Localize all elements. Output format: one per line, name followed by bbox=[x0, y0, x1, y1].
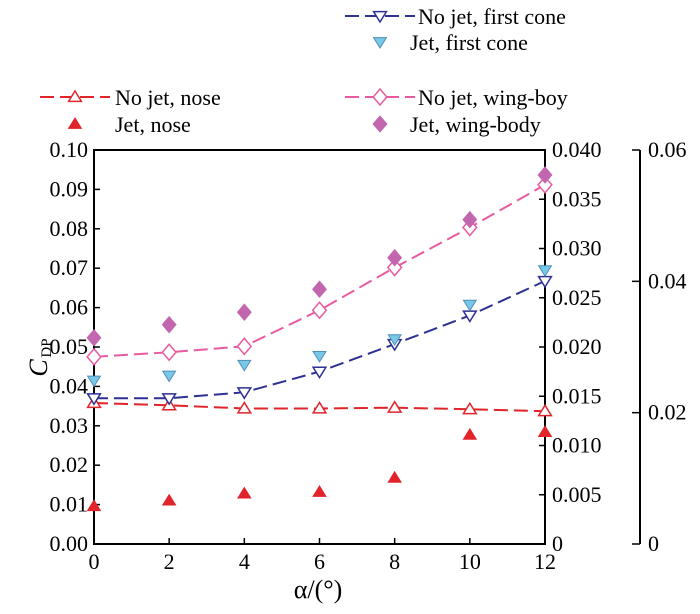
data-point-jet_wing bbox=[161, 315, 177, 334]
data-point-jet_wing bbox=[236, 303, 252, 321]
data-point-jet_cone bbox=[86, 375, 102, 388]
left-tick-label: 0.02 bbox=[50, 452, 89, 477]
right1-tick-label: 0 bbox=[552, 531, 563, 556]
left-tick-label: 0.09 bbox=[50, 176, 89, 201]
left-tick-label: 0.10 bbox=[50, 137, 89, 162]
right1-tick-label: 0.035 bbox=[552, 186, 602, 211]
data-point-nojet_cone bbox=[86, 393, 102, 406]
series-line-nojet_cone bbox=[94, 280, 546, 400]
left-tick-label: 0.07 bbox=[50, 255, 89, 280]
data-point-nojet_wing bbox=[386, 258, 403, 277]
data-point-jet_wing bbox=[312, 280, 327, 298]
data-point-jet_nose bbox=[86, 499, 102, 512]
data-point-nojet_nose bbox=[236, 401, 253, 414]
data-point-jet_cone bbox=[537, 265, 553, 278]
legend-item-nojet_wing: No jet, wing-boy bbox=[345, 85, 568, 110]
data-point-jet_cone bbox=[237, 359, 252, 372]
x-tick-label: 10 bbox=[459, 549, 481, 574]
legend-item-jet_wing: Jet, wing-body bbox=[372, 112, 541, 137]
data-point-jet_cone bbox=[462, 299, 478, 312]
legend-marker bbox=[372, 115, 388, 133]
series-markers bbox=[86, 166, 553, 512]
data-point-nojet_wing bbox=[86, 347, 102, 367]
left-tick-label: 0.08 bbox=[50, 216, 89, 241]
legend-marker bbox=[372, 87, 388, 107]
data-point-jet_nose bbox=[312, 485, 327, 497]
data-point-nojet_wing bbox=[311, 301, 328, 320]
data-point-nojet_cone bbox=[537, 275, 553, 289]
left-tick-label: 0.00 bbox=[50, 531, 89, 556]
legend-label: No jet, wing-boy bbox=[418, 85, 568, 110]
y-axis-title-subscript: DP bbox=[39, 338, 55, 357]
data-point-nojet_wing bbox=[161, 343, 177, 362]
data-point-jet_cone bbox=[312, 350, 327, 363]
plot-frame bbox=[93, 149, 546, 545]
legend-label: No jet, nose bbox=[115, 85, 221, 110]
axis-titles: C DP α/(°) bbox=[24, 338, 342, 604]
legend-label: Jet, wing-body bbox=[410, 112, 541, 137]
legend-label: Jet, nose bbox=[115, 112, 191, 137]
data-point-jet_nose bbox=[537, 425, 553, 438]
data-point-jet_wing bbox=[537, 166, 553, 184]
right2-tick-label: 0.04 bbox=[648, 268, 687, 293]
right1-tick-label: 0.010 bbox=[552, 433, 602, 458]
data-point-jet_nose bbox=[462, 427, 478, 440]
right1-tick-label: 0.015 bbox=[552, 383, 602, 408]
right2-tick-label: 0.02 bbox=[648, 400, 687, 425]
data-point-nojet_nose bbox=[386, 400, 403, 413]
legend-marker bbox=[372, 10, 388, 24]
data-point-nojet_cone bbox=[311, 366, 328, 380]
left-tick-label: 0.06 bbox=[50, 295, 89, 320]
right2-tick-label: 0.06 bbox=[648, 137, 687, 162]
left-tick-label: 0.03 bbox=[50, 413, 89, 438]
x-tick-label: 12 bbox=[534, 549, 556, 574]
series-line-nojet_wing bbox=[93, 183, 546, 358]
x-tick-label: 8 bbox=[389, 549, 400, 574]
data-point-nojet_nose bbox=[537, 403, 553, 417]
data-point-jet_nose bbox=[387, 470, 402, 483]
legend-marker bbox=[372, 37, 388, 49]
data-point-jet_cone bbox=[161, 370, 177, 383]
right1-tick-label: 0.020 bbox=[552, 334, 602, 359]
data-point-nojet_cone bbox=[236, 387, 253, 400]
x-tick-label: 0 bbox=[89, 549, 100, 574]
data-point-jet_wing bbox=[462, 210, 478, 229]
data-point-nojet_cone bbox=[161, 393, 177, 406]
data-point-jet_nose bbox=[237, 486, 252, 499]
x-tick-label: 6 bbox=[314, 549, 325, 574]
left-tick-label: 0.05 bbox=[50, 334, 89, 359]
right1-tick-label: 0.025 bbox=[552, 285, 602, 310]
data-point-nojet_nose bbox=[462, 401, 478, 415]
data-point-jet_wing bbox=[387, 248, 403, 267]
data-point-nojet_nose bbox=[311, 401, 328, 414]
x-axis-title: α/(°) bbox=[294, 575, 343, 604]
data-point-jet_cone bbox=[387, 334, 402, 347]
legend-item-nojet_nose: No jet, nose bbox=[40, 85, 221, 110]
data-point-nojet_wing bbox=[537, 175, 553, 194]
legend-label: Jet, first cone bbox=[410, 30, 528, 55]
data-point-nojet_wing bbox=[236, 337, 253, 356]
y-axis-title: C bbox=[24, 359, 53, 377]
right1-tick-label: 0.005 bbox=[552, 482, 602, 507]
right2-tick-label: 0 bbox=[648, 531, 659, 556]
axes: 0.00 0.01 0.02 0.03 0.04 0.05 0.06 0.07 0.08 0.09… bbox=[50, 137, 687, 574]
right1-tick-label: 0.030 bbox=[552, 236, 602, 261]
left-tick-label: 0.01 bbox=[50, 492, 89, 517]
left-tick-label: 0.04 bbox=[50, 373, 89, 398]
x-tick-label: 4 bbox=[239, 549, 250, 574]
legend-item-nojet_cone: No jet, first cone bbox=[345, 4, 566, 29]
right1-tick-label: 0.040 bbox=[552, 137, 602, 162]
data-point-jet_nose bbox=[161, 493, 177, 506]
legend-item-jet_cone: Jet, first cone bbox=[372, 30, 528, 55]
legend-label: No jet, first cone bbox=[418, 4, 566, 29]
x-tick-label: 2 bbox=[164, 549, 175, 574]
data-point-jet_wing bbox=[86, 329, 102, 347]
legend-marker bbox=[67, 117, 83, 129]
legend-item-jet_nose: Jet, nose bbox=[67, 112, 191, 137]
legend-marker bbox=[67, 89, 83, 103]
